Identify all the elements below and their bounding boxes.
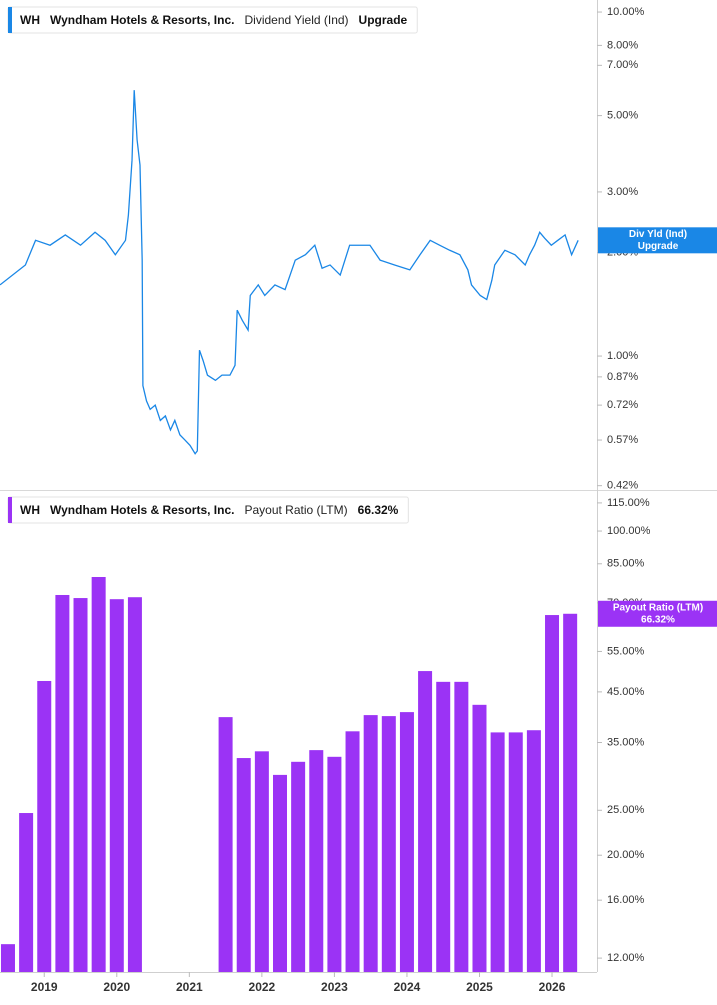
bar <box>563 613 578 972</box>
bar <box>127 597 142 972</box>
y-tick-label: 115.00% <box>607 497 650 509</box>
y-tick-label: 16.00% <box>607 894 645 906</box>
bar <box>490 732 505 972</box>
bar <box>37 680 52 972</box>
y-tick-label: 7.00% <box>607 59 638 71</box>
y-tick-label: 5.00% <box>607 110 638 122</box>
bar <box>73 598 88 972</box>
bar <box>345 731 360 972</box>
badge-label: Payout Ratio (LTM) <box>613 602 703 613</box>
y-tick-label: 0.87% <box>607 371 638 383</box>
bar <box>254 751 269 972</box>
x-tick-label: 2023 <box>321 980 348 994</box>
legend-item: 66.32% <box>358 503 399 517</box>
bar <box>19 813 34 972</box>
value-badge <box>598 600 717 627</box>
bar <box>454 681 469 972</box>
y-tick-label: 8.00% <box>607 39 638 51</box>
x-tick-label: 2019 <box>31 980 58 994</box>
bar <box>436 681 451 972</box>
y-tick-label: 35.00% <box>607 736 645 748</box>
bar <box>508 732 523 972</box>
legend-swatch <box>8 7 12 33</box>
y-tick-label: 100.00% <box>607 525 651 537</box>
bar <box>0 944 15 972</box>
x-tick-label: 2020 <box>103 980 130 994</box>
badge-value: Upgrade <box>638 241 679 252</box>
x-tick-label: 2024 <box>394 980 421 994</box>
y-tick-label: 0.72% <box>607 399 638 411</box>
y-tick-label: 10.00% <box>607 6 645 18</box>
value-badge <box>598 227 717 254</box>
legend: WH Wyndham Hotels & Resorts, Inc. Payout R… <box>7 496 409 524</box>
legend-item: WH <box>20 13 40 27</box>
bar <box>399 712 414 972</box>
x-tick-label: 2025 <box>466 980 493 994</box>
line-series <box>0 90 579 455</box>
bar <box>418 671 433 972</box>
bar <box>109 599 124 972</box>
legend-item: Wyndham Hotels & Resorts, Inc. <box>50 503 234 517</box>
x-tick-label: 2022 <box>249 980 276 994</box>
legend-item: Dividend Yield (Ind) <box>244 13 348 27</box>
y-tick-label: 1.00% <box>607 350 638 362</box>
legend-item: WH <box>20 503 40 517</box>
bar <box>91 577 106 972</box>
bar <box>526 730 541 972</box>
bar <box>327 756 342 972</box>
bar <box>55 594 70 972</box>
bar <box>218 717 233 972</box>
x-tick-label: 2026 <box>539 980 566 994</box>
y-tick-label: 85.00% <box>607 558 645 570</box>
bar <box>381 716 396 972</box>
legend-item: Upgrade <box>359 13 408 27</box>
y-tick-label: 0.57% <box>607 434 638 446</box>
x-tick-label: 2021 <box>176 980 203 994</box>
y-tick-label: 12.00% <box>607 952 645 964</box>
legend-item: Payout Ratio (LTM) <box>244 503 347 517</box>
y-tick-label: 3.00% <box>607 186 638 198</box>
y-tick-label: 25.00% <box>607 804 645 816</box>
bar <box>273 774 288 972</box>
bar <box>291 761 306 972</box>
bar <box>363 715 378 972</box>
bar <box>309 750 324 972</box>
badge-label: Div Yld (Ind) <box>629 229 687 240</box>
y-tick-label: 45.00% <box>607 686 645 698</box>
badge-value: 66.32% <box>641 614 675 625</box>
bar <box>472 704 487 972</box>
legend: WH Wyndham Hotels & Resorts, Inc. Dividend… <box>7 6 418 34</box>
bar <box>545 615 560 972</box>
y-tick-label: 55.00% <box>607 645 645 657</box>
bar <box>236 758 251 972</box>
y-tick-label: 0.42% <box>607 480 638 492</box>
y-tick-label: 20.00% <box>607 849 645 861</box>
legend-swatch <box>8 497 12 523</box>
legend-item: Wyndham Hotels & Resorts, Inc. <box>50 13 234 27</box>
